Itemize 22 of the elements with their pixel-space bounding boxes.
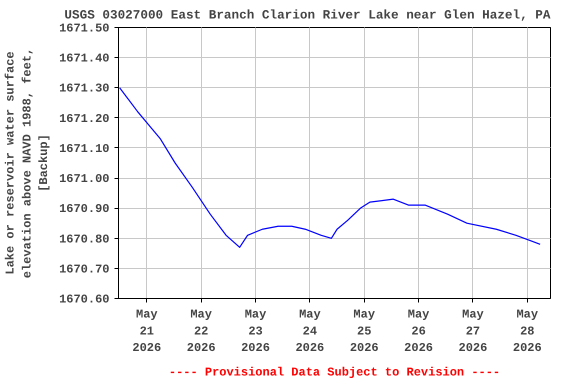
- chart-title: USGS 03027000 East Branch Clarion River Lake near Glen Hazel, PA: [64, 8, 551, 22]
- y-axis-title: Lake or reservoir water surface elevation above NAVD 1988, feet, [Backup]: [3, 48, 52, 278]
- y-tick-label: 1670.60: [59, 292, 110, 306]
- y-tick-label: 1671.50: [59, 22, 110, 36]
- x-tick-label: May 24 2026: [295, 308, 324, 356]
- y-tick-label: 1671.20: [59, 112, 110, 126]
- x-tick-label: May 25 2026: [350, 308, 379, 356]
- y-tick-label: 1671.00: [59, 172, 110, 186]
- x-tick-label: May 28 2026: [512, 308, 542, 356]
- y-tick-label: 1670.70: [59, 262, 110, 276]
- y-tick-label: 1670.80: [59, 232, 110, 246]
- line-series: [119, 87, 541, 248]
- x-tick-label: May 23 2026: [241, 308, 270, 356]
- y-tick-label: 1670.90: [59, 202, 110, 216]
- x-tick-label: May 27 2026: [458, 308, 488, 356]
- x-tick-label: May 22 2026: [186, 308, 216, 356]
- y-tick-label: 1671.30: [59, 82, 110, 96]
- y-tick-label: 1671.10: [59, 142, 110, 156]
- y-tick-label: 1671.40: [59, 52, 110, 66]
- x-tick-label: May 26 2026: [404, 308, 433, 356]
- x-tick-label: May 21 2026: [132, 308, 162, 356]
- text: ---- Provisional Data Subject to Revision ----: [168, 366, 500, 380]
